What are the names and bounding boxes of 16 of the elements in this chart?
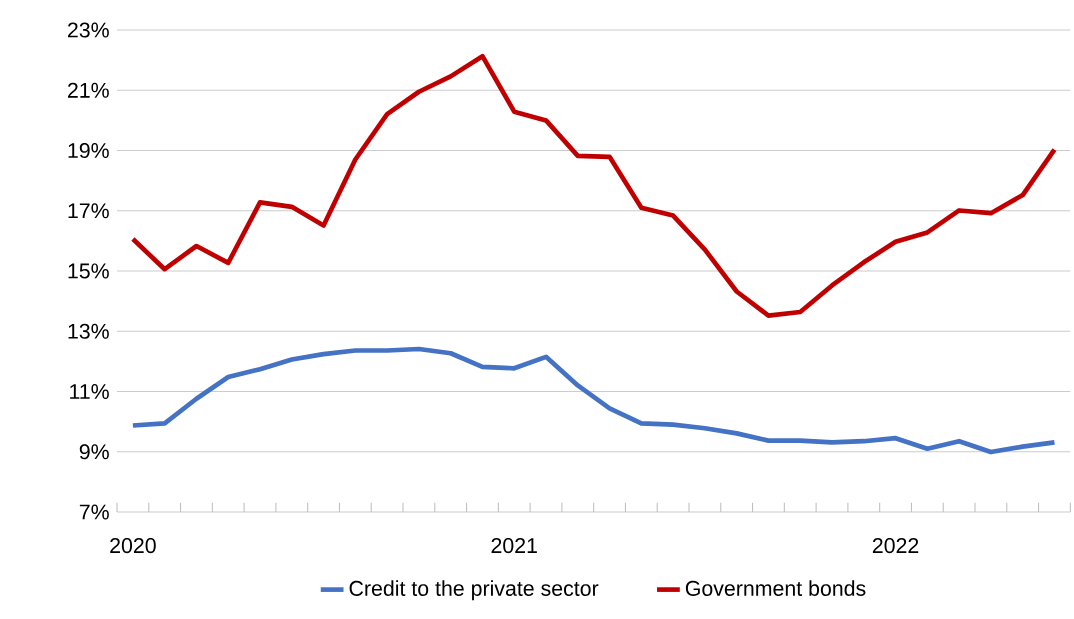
y-tick-label: 7% bbox=[79, 504, 109, 520]
y-tick-label: 9% bbox=[79, 444, 109, 460]
y-tick-label: 21% bbox=[68, 82, 109, 98]
y-tick-label: 11% bbox=[70, 384, 109, 399]
legend-label: Government bonds bbox=[685, 580, 866, 596]
y-tick-label: 15% bbox=[68, 263, 109, 279]
y-tick-label: 17% bbox=[68, 203, 109, 219]
y-tick-label: 23% bbox=[68, 22, 109, 38]
line-series bbox=[130, 346, 1057, 455]
x-tick-label: 2020 bbox=[110, 538, 156, 554]
line-series bbox=[130, 53, 1057, 318]
y-tick-label: 19% bbox=[68, 142, 109, 159]
y-tick-label: 13% bbox=[68, 323, 109, 339]
legend-label: Credit to the private sector bbox=[349, 580, 599, 601]
x-tick-label: 2021 bbox=[491, 538, 537, 554]
x-tick-label: 2022 bbox=[872, 538, 919, 554]
